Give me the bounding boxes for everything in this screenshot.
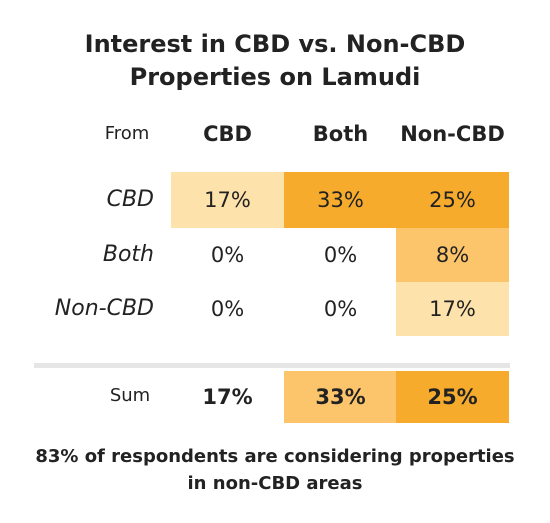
- footer-line-1: 83% of respondents are considering prope…: [35, 446, 515, 467]
- column-header-non-cbd: Non-CBD: [400, 122, 505, 146]
- sum-divider: [34, 363, 510, 368]
- footer-note: 83% of respondents are considering prope…: [0, 443, 550, 497]
- sum-cell-non-cbd: 25%: [396, 371, 509, 423]
- row-label-non-cbd: Non-CBD: [54, 296, 154, 321]
- row-label-both: Both: [102, 242, 154, 267]
- sum-cell-both: 33%: [284, 371, 397, 423]
- cell-non-cbd-cbd: 0%: [210, 297, 245, 321]
- sum-cell-cbd: 17%: [202, 385, 253, 409]
- chart-title-line-1: Interest in CBD vs. Non-CBD: [84, 30, 466, 58]
- cell-non-cbd-both: 0%: [323, 297, 358, 321]
- row-label-cbd: CBD: [106, 187, 154, 212]
- column-header-cbd: CBD: [203, 122, 252, 146]
- cell-non-cbd-non-cbd: 17%: [396, 282, 509, 336]
- column-header-both: Both: [312, 122, 369, 146]
- chart-title: Interest in CBD vs. Non-CBD Properties o…: [0, 28, 550, 94]
- cell-both-cbd: 0%: [210, 243, 245, 267]
- cell-cbd-non-cbd: 25%: [396, 172, 509, 228]
- row-header-from: From: [104, 123, 150, 144]
- cell-both-both: 0%: [323, 243, 358, 267]
- sum-label: Sum: [109, 385, 151, 406]
- cell-cbd-both: 33%: [284, 172, 397, 228]
- chart-title-line-2: Properties on Lamudi: [129, 63, 421, 91]
- footer-line-2: in non-CBD areas: [187, 473, 363, 494]
- cell-cbd-cbd: 17%: [171, 172, 284, 228]
- cell-both-non-cbd: 8%: [396, 228, 509, 282]
